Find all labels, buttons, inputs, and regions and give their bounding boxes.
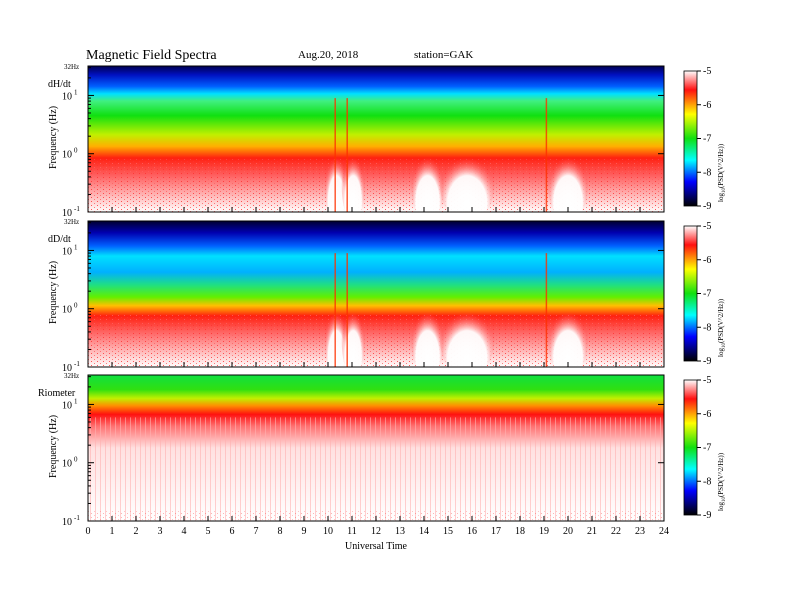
x-tick-label: 14 — [419, 526, 429, 537]
panel-label: dD/dt — [48, 234, 71, 245]
x-tick-label: 5 — [206, 526, 211, 537]
quiet-period — [324, 300, 348, 378]
y-axis-label: Frequency (Hz) — [48, 415, 59, 478]
y-tick-exponent: 0 — [74, 302, 78, 310]
x-tick-label: 19 — [539, 526, 549, 537]
figure-title: Magnetic Field Spectra — [86, 48, 217, 63]
x-axis: 0 1 2 3 4 5 6 7 8 9 10 11 12 13 14 15 16 17 18 19 20 21 22 23 24… — [86, 207, 669, 552]
y-tick-exponent: 0 — [74, 456, 78, 464]
x-tick-label: 23 — [635, 526, 645, 537]
x-tick-label: 8 — [278, 526, 283, 537]
quiet-period — [324, 145, 348, 223]
quiet-period — [548, 145, 588, 223]
y-tick-label: 10 — [62, 91, 72, 102]
quiet-period — [548, 300, 588, 378]
colorbar-label: log10(PSD(V^2/Hz)) — [717, 452, 727, 511]
x-tick-label: 10 — [323, 526, 333, 537]
y-tick-label: 10 — [62, 246, 72, 257]
x-tick-label: 18 — [515, 526, 525, 537]
colorbar-tick-label: -6 — [703, 100, 711, 111]
colorbar-tick-label: -6 — [703, 409, 711, 420]
y-axis-label: Frequency (Hz) — [48, 106, 59, 169]
x-tick-label: 17 — [491, 526, 501, 537]
panel-label: dH/dt — [48, 79, 71, 90]
colorbar-tick-label: -7 — [703, 443, 711, 454]
x-tick-label: 13 — [395, 526, 405, 537]
y-axis-label: Frequency (Hz) — [48, 261, 59, 324]
y-tick-exponent: 0 — [74, 147, 78, 155]
quiet-period — [411, 300, 444, 378]
colorbar-gradient — [683, 70, 698, 207]
y-tick-label: 10 — [62, 459, 72, 470]
x-tick-label: 3 — [158, 526, 163, 537]
colorbar-tick-label: -5 — [703, 375, 711, 386]
date-label: Aug.20, 2018 — [298, 49, 359, 61]
colorbar-tick-label: -9 — [703, 356, 711, 367]
y-top-label: 32Hz — [64, 63, 79, 71]
x-tick-label: 15 — [443, 526, 453, 537]
colorbar-tick-label: -7 — [703, 289, 711, 300]
colorbar-label: log10(PSD(V^2/Hz)) — [717, 143, 727, 202]
x-tick-label: 0 — [86, 526, 91, 537]
colorbar: -5 -6 -7 -8 -9 log10(PSD(V^2/Hz)) — [683, 221, 727, 367]
quiet-period — [440, 300, 495, 378]
panel-label: Riometer — [38, 388, 76, 399]
y-top-label: 32Hz — [64, 218, 79, 226]
x-tick-label: 12 — [371, 526, 381, 537]
y-tick-label: 10 — [62, 305, 72, 316]
colorbar-gradient — [683, 379, 698, 516]
quiet-period — [411, 145, 444, 223]
x-tick-label: 1 — [110, 526, 115, 537]
x-tick-label: 22 — [611, 526, 621, 537]
noise-texture — [88, 510, 664, 521]
colorbar-label: log10(PSD(V^2/Hz)) — [717, 298, 727, 357]
colorbar-tick-label: -8 — [703, 167, 711, 178]
colorbar-tick-label: -6 — [703, 255, 711, 266]
y-tick-label: 10 — [62, 150, 72, 161]
colorbar-tick-label: -7 — [703, 134, 711, 145]
colorbar-tick-label: -8 — [703, 476, 711, 487]
station-label: station=GAK — [414, 49, 473, 61]
colorbar: -5 -6 -7 -8 -9 log10(PSD(V^2/Hz)) — [683, 375, 727, 521]
colorbar-tick-label: -5 — [703, 221, 711, 232]
y-tick-exponent: 1 — [74, 397, 78, 405]
y-tick-label: 10 — [62, 400, 72, 411]
x-tick-label: 24 — [659, 526, 669, 537]
colorbar-tick-label: -9 — [703, 510, 711, 521]
quiet-period — [341, 300, 365, 378]
x-tick-label: 9 — [302, 526, 307, 537]
x-tick-label: 16 — [467, 526, 477, 537]
colorbar-tick-label: -5 — [703, 66, 711, 77]
y-tick-exponent: 1 — [74, 88, 78, 96]
y-tick-label: 10 — [62, 517, 72, 528]
x-tick-label: 6 — [230, 526, 235, 537]
y-tick-exponent: -1 — [74, 514, 80, 522]
quiet-period — [341, 145, 365, 223]
colorbar-tick-label: -9 — [703, 201, 711, 212]
y-top-label: 32Hz — [64, 372, 79, 380]
riometer-stripes — [88, 417, 664, 521]
y-tick-exponent: -1 — [74, 360, 80, 368]
x-tick-label: 4 — [182, 526, 187, 537]
x-tick-label: 7 — [254, 526, 259, 537]
x-tick-label: 21 — [587, 526, 597, 537]
y-tick-label: 10 — [62, 363, 72, 374]
x-tick-label: 11 — [347, 526, 357, 537]
colorbar-gradient — [683, 225, 698, 362]
x-tick-label: 20 — [563, 526, 573, 537]
quiet-period — [440, 145, 495, 223]
colorbar-tick-label: -8 — [703, 322, 711, 333]
y-tick-exponent: -1 — [74, 205, 80, 213]
y-tick-label: 10 — [62, 208, 72, 219]
x-tick-label: 2 — [134, 526, 139, 537]
colorbar: -5 -6 -7 -8 -9 log10(PSD(V^2/Hz)) — [683, 66, 727, 212]
y-tick-exponent: 1 — [74, 243, 78, 251]
x-axis-label: Universal Time — [345, 541, 408, 552]
